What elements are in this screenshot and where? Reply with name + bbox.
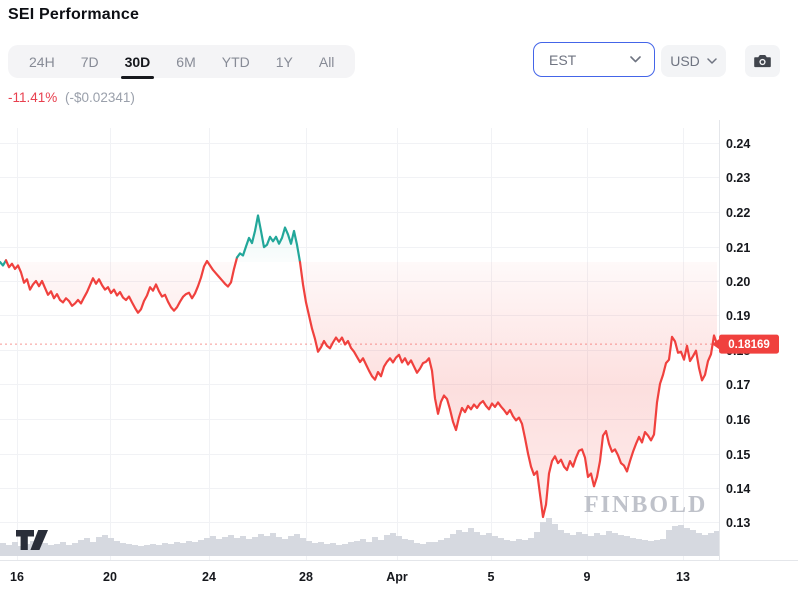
range-tabs: 24H 7D 30D 6M YTD 1Y All: [8, 45, 356, 79]
currency-select[interactable]: USD: [661, 45, 726, 77]
price-line-segment-up: [0, 259, 8, 267]
volume-histogram: [0, 518, 719, 556]
y-axis-label: 0.23: [726, 171, 750, 185]
currency-value: USD: [670, 53, 700, 69]
change-absolute: (-$0.02341): [65, 90, 135, 105]
y-axis-label: 0.17: [726, 378, 750, 392]
price-line-segment-down: [298, 260, 719, 519]
y-axis-label: 0.19: [726, 309, 750, 323]
chevron-down-icon: [707, 58, 717, 64]
x-axis-label: Apr: [386, 570, 408, 584]
y-axis-label: 0.13: [726, 516, 750, 530]
tab-ytd[interactable]: YTD: [209, 45, 263, 78]
y-axis-label: 0.21: [726, 241, 750, 255]
price-chart[interactable]: 0.240.230.220.210.200.190.180.170.160.15…: [0, 120, 798, 614]
area-fill-below-baseline: [0, 262, 717, 517]
tab-6m[interactable]: 6M: [163, 45, 208, 78]
current-price-label: 0.18169: [728, 339, 770, 351]
y-axis-label: 0.16: [726, 413, 750, 427]
y-axis-label: 0.22: [726, 206, 750, 220]
price-line-segment-up: [235, 214, 302, 264]
camera-icon: [754, 55, 771, 68]
change-percent: -11.41%: [8, 90, 58, 105]
timezone-select[interactable]: EST: [533, 42, 655, 77]
tab-24h[interactable]: 24H: [16, 45, 68, 78]
x-axis-label: 13: [676, 570, 690, 584]
y-axis-label: 0.15: [726, 448, 750, 462]
tab-7d[interactable]: 7D: [68, 45, 112, 78]
y-axis-label: 0.14: [726, 482, 750, 496]
tab-30d[interactable]: 30D: [112, 45, 164, 79]
x-axis-label: 24: [202, 570, 216, 584]
area-fill-above-baseline: [0, 215, 717, 263]
current-price-badge: 0.18169: [712, 334, 779, 354]
y-axis-label: 0.24: [726, 137, 750, 151]
tab-1y[interactable]: 1Y: [263, 45, 306, 78]
camera-button[interactable]: [745, 45, 780, 77]
price-change: -11.41% (-$0.02341): [8, 90, 135, 105]
page-title: SEI Performance: [8, 6, 140, 23]
timezone-value: EST: [549, 51, 577, 68]
y-axis-label: 0.20: [726, 275, 750, 289]
x-axis-label: 20: [103, 570, 117, 584]
x-axis-label: 28: [299, 570, 313, 584]
price-line-segment-down: [4, 256, 239, 314]
x-axis-label: 5: [488, 570, 495, 584]
tradingview-logo[interactable]: [15, 529, 49, 551]
tab-all[interactable]: All: [306, 45, 348, 78]
x-axis-label: 16: [10, 570, 24, 584]
x-axis-label: 9: [584, 570, 591, 584]
chevron-down-icon: [630, 56, 641, 63]
